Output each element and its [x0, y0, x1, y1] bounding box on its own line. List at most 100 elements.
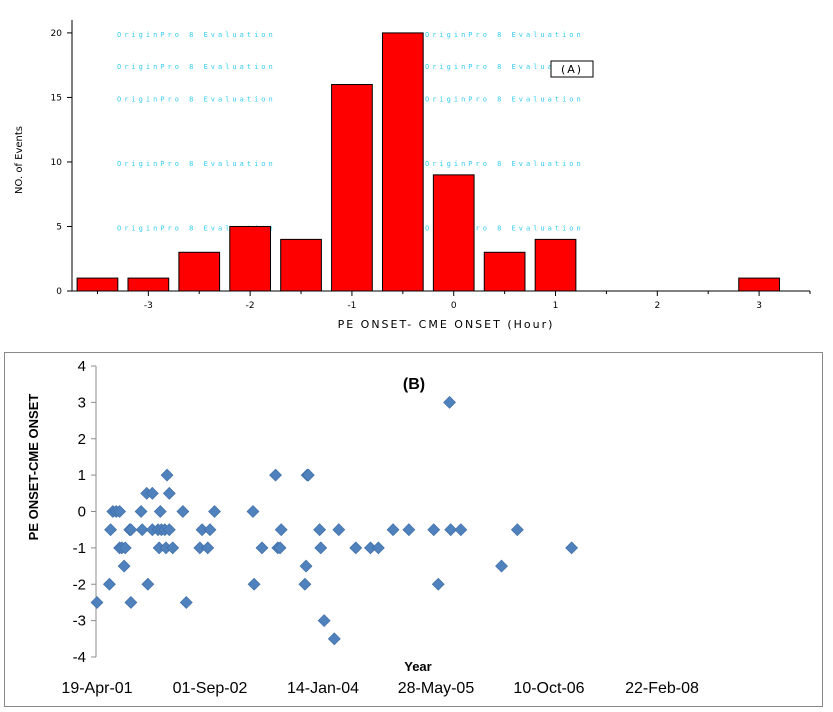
histogram-bar [229, 225, 271, 292]
watermark-text: OriginPro 8 Evaluation [117, 95, 276, 103]
scatter-point [371, 541, 385, 555]
watermark-text: OriginPro 8 Evaluation [117, 31, 276, 39]
y-ticks: 4 3 2 1 0 -1 -2 -3 -4 [73, 358, 96, 666]
histogram-bar [127, 277, 170, 292]
y-tick-label: 0 [78, 504, 86, 521]
y-tick-label: 1 [78, 467, 86, 484]
scatter-point [431, 577, 445, 591]
histogram-bar [280, 238, 322, 292]
watermark-text: OriginPro 8 Evaluation [117, 63, 276, 71]
panel-label-b: (B) [403, 376, 425, 393]
bars-group [76, 32, 780, 292]
scatter-point [103, 577, 116, 591]
scatter-point [179, 596, 193, 609]
x-tick-label: -2 [246, 301, 255, 311]
x-tick-label: -1 [347, 301, 356, 311]
x-tick-label: 19-Apr-01 [61, 680, 132, 697]
histogram-bar [331, 84, 373, 292]
scatter-point [124, 523, 138, 537]
y-tick-label: -3 [73, 613, 86, 630]
scatter-point [162, 486, 176, 500]
y-tick-label: -2 [73, 576, 86, 593]
y-ticks: 0 5 10 15 20 [51, 29, 72, 297]
scatter-point [317, 614, 331, 628]
watermark-text: OriginPro 8 Evaluation [117, 160, 276, 168]
x-tick-label: 14-Jan-04 [287, 680, 359, 697]
scatter-point [301, 468, 315, 482]
scatter-point [201, 541, 215, 555]
scatter-point [274, 523, 288, 537]
histogram-bar [483, 251, 526, 292]
scatter-point [141, 577, 155, 591]
scatter-point [565, 541, 579, 555]
watermark-text: OriginPro 8 Evaluation [425, 95, 584, 103]
x-tick-label: 3 [756, 301, 762, 311]
scatter-point [327, 632, 341, 646]
scatter-point [145, 486, 159, 500]
scatter-point [203, 523, 217, 537]
scatter-point [104, 523, 117, 537]
scatter-point [176, 505, 190, 518]
histogram-bar [738, 277, 780, 292]
scatter-point [402, 523, 416, 537]
watermark-text: OriginPro 8 Evaluation [425, 31, 584, 39]
y-tick-label: 2 [78, 431, 86, 448]
scatter-point [444, 523, 458, 537]
x-ticks: 19-Apr-01 01-Sep-02 14-Jan-04 28-May-05 10-O… [61, 680, 699, 697]
scatter-point [510, 523, 524, 537]
scatter-point [454, 523, 468, 537]
scatter-point [113, 505, 127, 518]
x-tick-label: 0 [451, 301, 457, 311]
y-tick-label: 20 [51, 29, 63, 39]
x-tick-label: 2 [654, 301, 660, 311]
x-ticks: -3 -2 -1 0 1 2 3 [96, 291, 811, 311]
y-tick-label: -1 [73, 540, 86, 557]
scatter-point [332, 523, 346, 537]
x-tick-label: 1 [553, 301, 559, 311]
watermark-text: OriginPro 8 Evaluation [425, 63, 584, 71]
scatter-point [160, 468, 174, 482]
scatter-point [298, 577, 312, 591]
scatter-point [386, 523, 400, 537]
scatter-point [90, 596, 104, 609]
scatter-point [153, 505, 167, 518]
panel-a-histogram: OriginPro 8 Evaluation OriginPro 8 Evalua… [14, 20, 811, 331]
panel-label-box [550, 60, 594, 78]
histogram-bar [534, 238, 577, 292]
scatter-point [269, 468, 282, 482]
y-tick-label: 4 [78, 358, 86, 375]
points-group [90, 395, 579, 646]
watermark-layer: OriginPro 8 Evaluation OriginPro 8 Evalua… [117, 31, 584, 233]
y-axis-title: NO. of Events [14, 126, 25, 194]
y-axis-title: PE ONSET-CME ONSET [26, 394, 41, 541]
scatter-point [255, 541, 269, 555]
scatter-point [124, 596, 138, 609]
histogram-bar [432, 174, 475, 292]
scatter-point [166, 541, 180, 555]
scatter-point [443, 395, 456, 409]
scatter-point [208, 505, 221, 518]
y-tick-label: 3 [78, 394, 86, 411]
x-tick-label: -3 [144, 301, 153, 311]
y-tick-label: -4 [73, 649, 86, 666]
x-tick-label: 01-Sep-02 [173, 680, 248, 697]
histogram-bar [76, 277, 119, 292]
panel-label-a: (A) [561, 63, 583, 76]
x-tick-label: 22-Feb-08 [625, 680, 699, 697]
y-tick-label: 15 [51, 93, 62, 103]
x-axis-title: Year [404, 659, 431, 674]
y-tick-label: 10 [51, 158, 63, 168]
x-tick-label: 28-May-05 [398, 680, 475, 697]
scatter-point [299, 559, 313, 573]
scatter-point [117, 559, 131, 573]
histogram-bar [381, 32, 424, 292]
panel-b-scatter: 4 3 2 1 0 -1 -2 -3 -4 19-Apr-01 01-Sep-02 14-Jan-0… [4, 352, 823, 707]
scatter-point [495, 559, 508, 573]
watermark-text: OriginPro 8 Evaluation [425, 224, 584, 232]
scatter-point [349, 541, 363, 555]
scatter-point [313, 523, 327, 537]
watermark-text: OriginPro 8 Evaluation [425, 160, 584, 168]
scatter-point [246, 505, 260, 518]
scatter-point [162, 523, 176, 537]
